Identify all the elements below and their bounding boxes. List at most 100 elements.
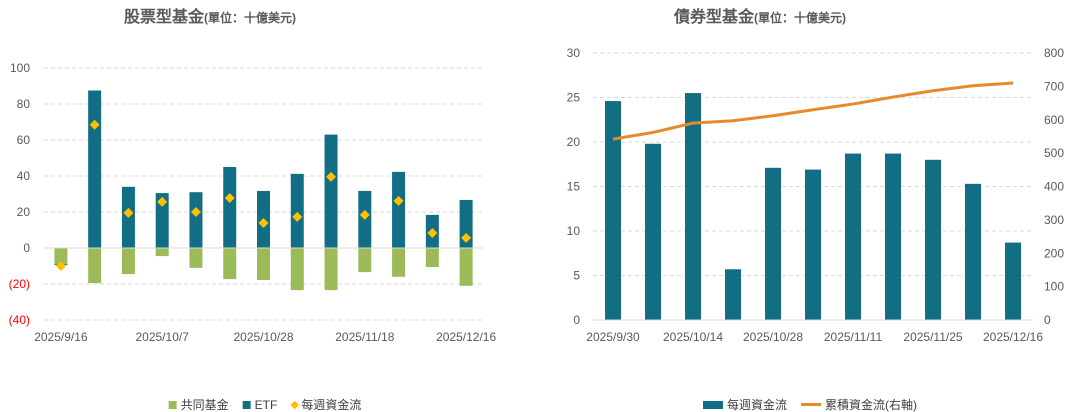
etf-bar xyxy=(459,199,473,248)
bond-legend: 每週資金流 累積資金流(右軸) xyxy=(702,396,917,412)
weekly-flow-marker xyxy=(258,217,269,228)
y-tick-label: (20) xyxy=(9,277,30,291)
legend-weekly-flow: 每週資金流 xyxy=(702,396,788,412)
mutual-fund-bar xyxy=(358,248,372,273)
mutual-fund-bar xyxy=(223,248,237,280)
y2-tick-label: 700 xyxy=(1044,79,1064,93)
x-tick-label: 2025/9/16 xyxy=(34,330,88,344)
weekly-flow-marker xyxy=(55,261,66,271)
etf-bar xyxy=(290,173,304,248)
x-tick-label: 2025/10/14 xyxy=(663,330,723,344)
etf-bar xyxy=(88,90,102,248)
y2-tick-label: 400 xyxy=(1044,180,1064,194)
cumulative-flow-line xyxy=(612,81,1014,141)
x-tick-label: 2025/10/28 xyxy=(743,330,803,344)
x-tick-label: 2025/9/30 xyxy=(586,330,640,344)
legend-label: ETF xyxy=(254,397,278,412)
mutual-fund-bar xyxy=(290,248,304,291)
weekly-flow-marker xyxy=(292,211,303,222)
legend-label: 共同基金 xyxy=(180,398,229,412)
weekly-flow-marker xyxy=(190,207,201,217)
legend-weekly-flow: 每週資金流 xyxy=(290,396,362,412)
etf-bar xyxy=(392,171,406,248)
y2-tick-label: 100 xyxy=(1044,280,1064,294)
legend-swatch xyxy=(702,400,723,409)
mutual-fund-bar xyxy=(189,248,203,268)
legend-line-swatch xyxy=(801,403,822,406)
weekly-flow-bar xyxy=(605,101,621,320)
y-tick-label: 10 xyxy=(567,224,581,238)
mutual-fund-bar xyxy=(459,248,473,286)
mutual-fund-bar xyxy=(324,248,338,291)
weekly-flow-bar xyxy=(965,183,981,320)
x-tick-label: 2025/10/7 xyxy=(135,330,189,344)
mutual-fund-bar xyxy=(155,248,169,257)
mutual-fund-bar xyxy=(121,248,135,275)
weekly-flow-marker xyxy=(359,209,370,220)
y-tick-label: 5 xyxy=(573,269,580,283)
weekly-flow-marker xyxy=(326,171,337,182)
x-tick-label: 2025/11/11 xyxy=(824,330,883,344)
y2-tick-label: 0 xyxy=(1044,313,1051,327)
y2-tick-label: 300 xyxy=(1044,213,1064,227)
y2-tick-label: 500 xyxy=(1044,146,1064,160)
x-tick-label: 2025/11/25 xyxy=(903,330,962,344)
legend-swatch xyxy=(242,400,251,409)
weekly-flow-bar xyxy=(1005,242,1021,320)
y-tick-label: 80 xyxy=(17,97,31,111)
equity-legend: 共同基金 ETF 每週資金流 xyxy=(168,396,362,412)
legend-label: 每週資金流 xyxy=(726,398,788,412)
mutual-fund-bar xyxy=(257,248,270,281)
legend-cumulative: 累積資金流(右軸) xyxy=(801,396,917,412)
y-tick-label: 30 xyxy=(567,46,581,60)
weekly-flow-marker xyxy=(427,228,438,239)
y-tick-label: 20 xyxy=(567,135,581,149)
x-tick-label: 2025/10/28 xyxy=(233,330,293,344)
y-tick-label: (40) xyxy=(9,313,30,327)
equity-chart-title: 股票型基金(單位：十億美元) xyxy=(124,3,296,27)
etf-bar xyxy=(223,167,237,248)
weekly-flow-bar xyxy=(805,169,821,320)
legend-label: 累積資金流(右軸) xyxy=(825,398,918,412)
y2-tick-label: 200 xyxy=(1044,246,1064,260)
x-tick-label: 2025/11/18 xyxy=(335,330,394,344)
mutual-fund-bar xyxy=(54,248,68,265)
weekly-flow-marker xyxy=(393,195,404,206)
y-tick-label: 15 xyxy=(567,180,581,194)
weekly-flow-bar xyxy=(925,159,941,320)
etf-bar xyxy=(324,134,338,248)
x-tick-label: 2025/12/16 xyxy=(436,330,496,344)
weekly-flow-bar xyxy=(885,153,901,320)
weekly-flow-marker xyxy=(224,192,235,203)
x-tick-label: 2025/12/16 xyxy=(983,330,1043,344)
weekly-flow-bar xyxy=(645,143,661,320)
y2-tick-label: 800 xyxy=(1044,46,1064,60)
weekly-flow-marker xyxy=(461,232,472,243)
bond-chart-title: 債券型基金(單位：十億美元) xyxy=(674,3,846,27)
y2-tick-label: 600 xyxy=(1044,113,1064,127)
y-tick-label: 0 xyxy=(23,241,30,255)
y-tick-label: 40 xyxy=(17,169,31,183)
weekly-flow-bar xyxy=(845,153,861,320)
equity-title-text: 股票型基金 xyxy=(123,9,205,26)
equity-title-unit: (單位：十億美元) xyxy=(204,11,297,25)
etf-bar xyxy=(189,192,203,248)
legend-label: 每週資金流 xyxy=(301,398,362,412)
legend-etf: ETF xyxy=(242,397,278,412)
legend-diamond-icon xyxy=(290,400,299,409)
bond-title-unit: (單位：十億美元) xyxy=(754,11,847,25)
weekly-flow-marker xyxy=(123,207,134,218)
bond-title-text: 債券型基金 xyxy=(673,9,755,26)
weekly-flow-bar xyxy=(725,269,741,320)
mutual-fund-bar xyxy=(392,248,406,277)
mutual-fund-bar xyxy=(88,248,102,284)
y-tick-label: 25 xyxy=(567,91,581,105)
y-tick-label: 60 xyxy=(17,133,31,147)
weekly-flow-bar xyxy=(765,167,781,320)
etf-bar xyxy=(155,193,169,248)
weekly-flow-bar xyxy=(685,93,701,320)
mutual-fund-bar xyxy=(425,248,439,268)
y-tick-label: 20 xyxy=(17,205,31,219)
